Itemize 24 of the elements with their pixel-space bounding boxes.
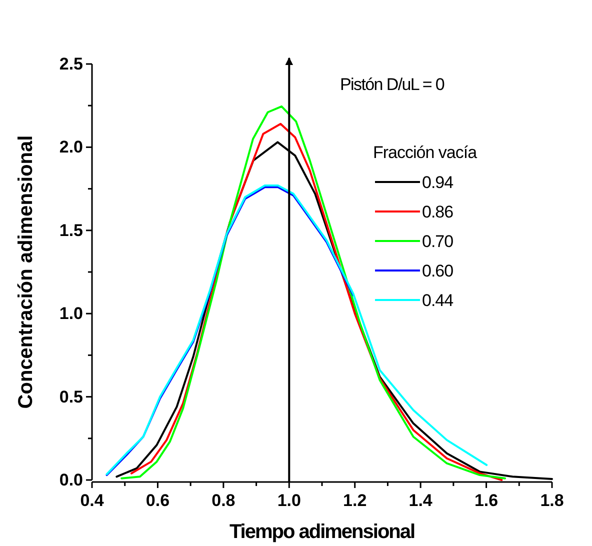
x-tick-label: 0.8	[212, 491, 236, 510]
y-tick-label: 1.0	[59, 304, 83, 324]
y-tick-label: 0.0	[59, 470, 83, 490]
x-tick-label: 1.0	[277, 491, 301, 510]
x-tick-label: 1.6	[474, 491, 498, 510]
legend-label: 0.60	[422, 262, 454, 280]
line-series	[106, 186, 354, 476]
legend-label: 0.86	[422, 202, 454, 222]
legend-label: 0.44	[422, 291, 454, 310]
y-tick-label: 0.5	[59, 387, 83, 406]
x-axis-title: Tiempo adimensional	[229, 521, 415, 543]
x-tick-label: 1.2	[343, 491, 367, 510]
annotation: Pistón D/uL = 0	[340, 75, 444, 94]
y-tick-label: 1.5	[59, 220, 83, 240]
x-tick-label: 1.4	[408, 491, 433, 510]
x-tick-label: 0.4	[80, 491, 104, 510]
legend-title: Fracción vacía	[373, 143, 478, 162]
x-tick-label: 1.8	[540, 491, 564, 510]
y-axis-title: Concentración adimensional	[15, 135, 37, 409]
legend-label: 0.94	[422, 173, 454, 192]
x-tick-label: 0.6	[146, 491, 170, 510]
y-tick-label: 2.0	[59, 138, 83, 157]
y-tick-label: 2.5	[59, 54, 83, 74]
legend-label: 0.70	[422, 232, 454, 251]
